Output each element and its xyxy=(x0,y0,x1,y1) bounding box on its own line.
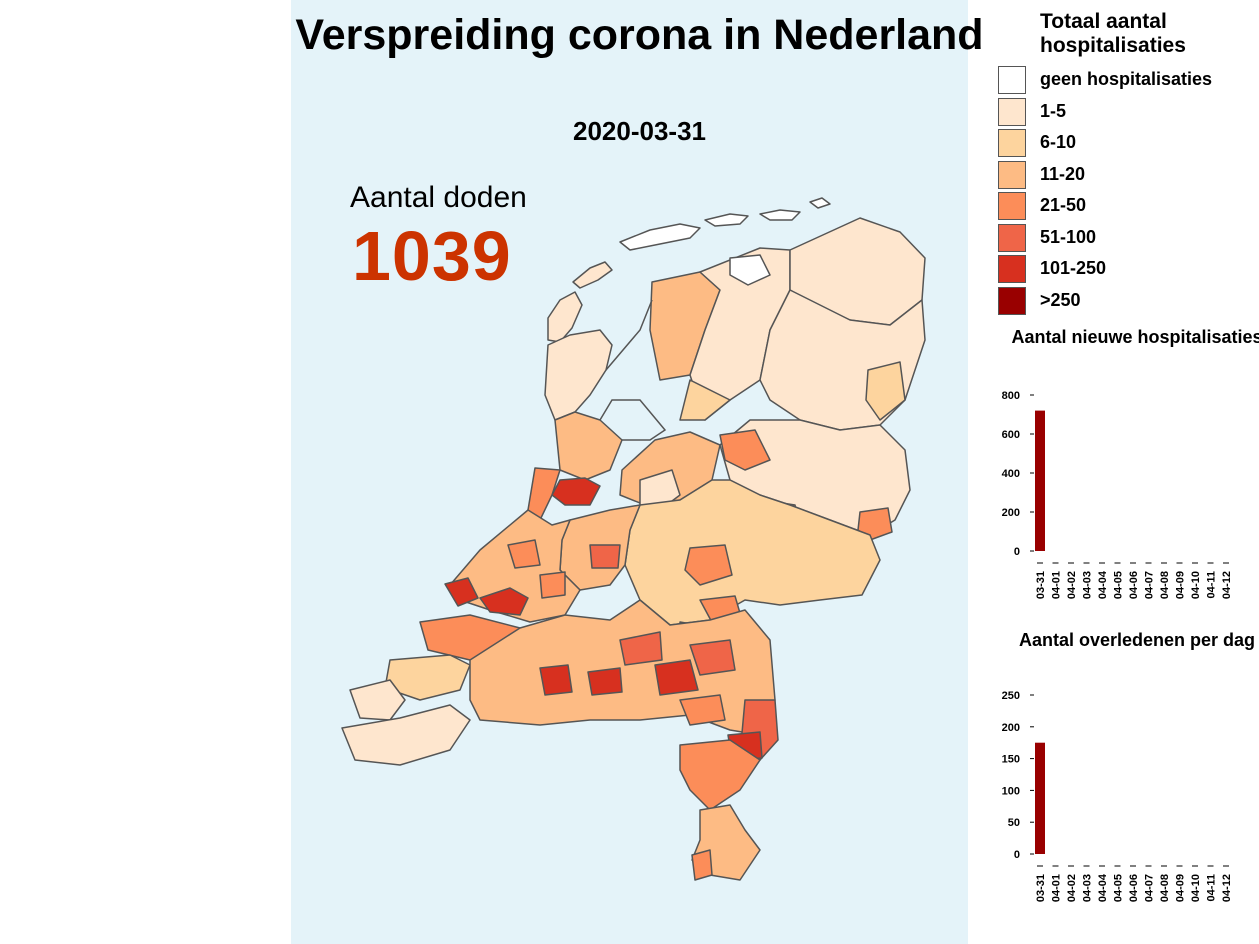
y-tick-label: 0 xyxy=(1014,546,1020,558)
x-tick-label: 04-01 xyxy=(1051,571,1063,599)
legend-swatch xyxy=(998,160,1026,189)
x-tick-label: 04-08 xyxy=(1159,571,1171,599)
x-tick-label: 04-09 xyxy=(1175,571,1187,599)
deaths-value: 1039 xyxy=(352,217,512,295)
region-den-bosch xyxy=(654,659,699,696)
x-tick-label: 04-12 xyxy=(1221,571,1233,599)
hospitalisations-chart-title: Aantal nieuwe hospitalisaties xyxy=(1011,327,1259,347)
legend-label: 1-5 xyxy=(1040,100,1067,121)
legend-swatch xyxy=(998,192,1026,220)
region-gouda xyxy=(539,571,566,599)
region-wadden-rottum xyxy=(809,197,831,209)
legend-swatch xyxy=(998,255,1026,283)
deaths-chart-title: Aantal overledenen per dag xyxy=(1018,630,1256,650)
x-tick-label: 04-01 xyxy=(1051,874,1063,902)
y-tick-label: 150 xyxy=(1002,754,1020,766)
x-tick-label: 04-12 xyxy=(1221,874,1233,902)
region-limburg-mid xyxy=(679,739,761,811)
legend-label: 21-50 xyxy=(1040,195,1087,215)
legend-label: 101-250 xyxy=(1040,258,1107,278)
deaths-label: Aantal doden xyxy=(350,181,527,214)
map-title: Verspreiding corona in Nederland xyxy=(295,11,984,59)
bar xyxy=(1035,410,1045,551)
region-utrecht-city xyxy=(589,544,621,569)
x-tick-label: 04-02 xyxy=(1066,571,1078,599)
x-tick-label: 04-05 xyxy=(1113,571,1125,599)
x-tick-label: 04-09 xyxy=(1175,874,1187,902)
region-noord-holland-mid xyxy=(554,411,623,481)
legend-title: Totaal aantal hospitalisaties xyxy=(1040,10,1186,57)
map-date: 2020-03-31 xyxy=(573,116,706,146)
y-tick-label: 50 xyxy=(1008,817,1020,829)
region-brabant-east xyxy=(689,639,736,676)
y-tick-label: 800 xyxy=(1002,390,1020,402)
hospitalisations-bar-chart: 0 200 400 600 800 03-31 04-01 04-02 04-03 04-04 04… xyxy=(1002,390,1233,599)
region-rotterdam xyxy=(479,587,529,616)
region-leiden xyxy=(507,539,541,569)
region-zeeuws-vlaanderen xyxy=(341,704,471,766)
y-tick-label: 200 xyxy=(1002,722,1020,734)
legend-swatch xyxy=(998,223,1026,252)
legend-swatch xyxy=(998,66,1026,94)
deaths-bar-chart: 0 50 100 150 200 250 03-31 04-01 04-02 04-03 04-04… xyxy=(1002,690,1233,902)
x-tick-label: 04-04 xyxy=(1097,570,1109,599)
x-tick-label: 03-31 xyxy=(1035,874,1047,902)
y-tick-label: 100 xyxy=(1002,785,1020,797)
x-tick-label: 04-07 xyxy=(1144,874,1156,902)
y-tick-label: 200 xyxy=(1002,507,1020,519)
region-haarlem xyxy=(527,467,561,521)
region-wadden-terschelling xyxy=(619,223,701,251)
region-amsterdam xyxy=(551,477,601,506)
x-tick-label: 03-31 xyxy=(1035,571,1047,599)
x-tick-label: 04-10 xyxy=(1190,874,1202,902)
region-friesland-south xyxy=(679,379,731,421)
ijsselmeer-dike xyxy=(599,299,667,441)
region-walcheren xyxy=(349,679,406,721)
legend-label: 11-20 xyxy=(1040,163,1086,184)
x-tick-label: 04-05 xyxy=(1113,874,1125,902)
region-apeldoorn xyxy=(684,544,733,586)
region-wadden-schiermonnikoog xyxy=(759,209,801,221)
region-den-haag xyxy=(444,577,479,607)
x-tick-label: 04-03 xyxy=(1082,874,1094,902)
x-tick-label: 04-08 xyxy=(1159,874,1171,902)
x-tick-label: 04-04 xyxy=(1097,873,1109,902)
region-wadden-texel xyxy=(547,291,583,343)
x-tick-label: 04-06 xyxy=(1128,571,1140,599)
y-tick-label: 400 xyxy=(1002,468,1020,480)
region-oss xyxy=(619,631,663,666)
region-maastricht xyxy=(691,849,713,881)
y-tick-label: 250 xyxy=(1002,690,1020,702)
region-zwolle xyxy=(719,429,771,471)
x-tick-label: 04-06 xyxy=(1128,874,1140,902)
region-enschede xyxy=(857,507,893,541)
legend-label: 51-100 xyxy=(1040,226,1097,247)
region-noord-holland-north xyxy=(544,329,613,421)
x-tick-label: 04-02 xyxy=(1066,874,1078,902)
legend-label: 6-10 xyxy=(1040,132,1077,152)
region-breda xyxy=(539,664,573,696)
x-tick-label: 04-11 xyxy=(1206,874,1218,902)
legend-swatch xyxy=(998,129,1026,157)
x-tick-label: 04-07 xyxy=(1144,571,1156,599)
y-tick-label: 0 xyxy=(1014,849,1020,861)
region-tilburg xyxy=(587,667,623,696)
x-tick-label: 04-03 xyxy=(1082,571,1094,599)
bar xyxy=(1035,742,1045,854)
legend-swatch xyxy=(998,97,1026,126)
legend-label: >250 xyxy=(1040,289,1081,310)
x-tick-label: 04-10 xyxy=(1190,571,1202,599)
region-wadden-ameland xyxy=(704,213,749,227)
y-tick-label: 600 xyxy=(1002,429,1020,441)
legend-label: geen hospitalisaties xyxy=(1040,69,1213,89)
region-eindhoven xyxy=(679,694,726,726)
region-groningen-stad xyxy=(729,254,771,286)
x-tick-label: 04-11 xyxy=(1206,571,1218,599)
region-friesland xyxy=(689,247,791,421)
region-drenthe-se xyxy=(865,361,906,421)
region-wadden-vlieland xyxy=(572,261,613,289)
legend-swatch xyxy=(998,286,1026,315)
netherlands-choropleth-map xyxy=(341,197,926,881)
